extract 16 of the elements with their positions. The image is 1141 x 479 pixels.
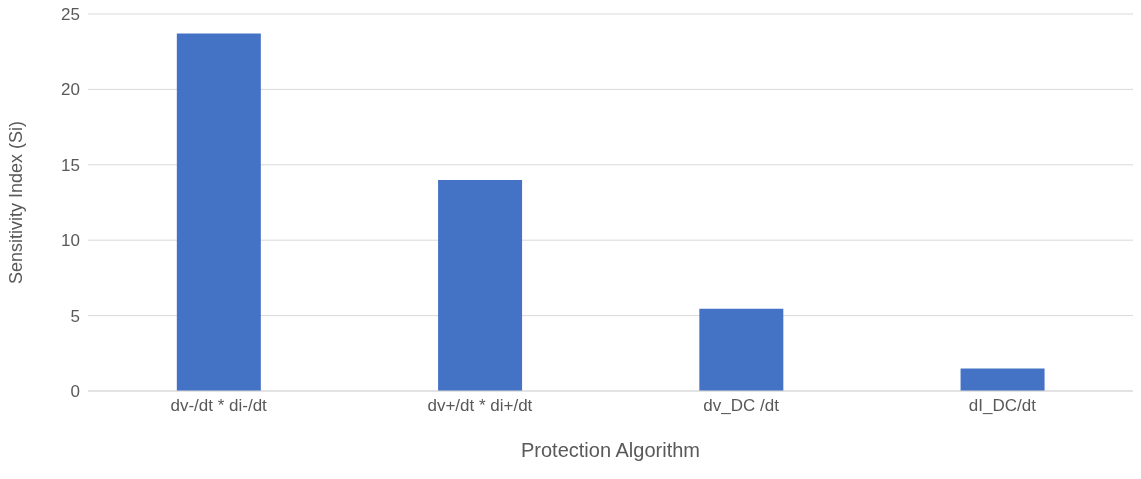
y-tick-label: 10 (61, 231, 80, 251)
y-tick-label: 0 (70, 382, 80, 402)
x-tick-label: dI_DC/dt (968, 396, 1037, 416)
x-tick-label: dv+/dt * di+/dt (427, 396, 533, 416)
y-tick-label: 15 (61, 155, 80, 175)
bar (960, 368, 1045, 391)
x-axis-title: Protection Algorithm (521, 439, 700, 461)
y-tick-label: 25 (61, 5, 80, 25)
bar (438, 179, 523, 391)
y-tick-label: 20 (61, 80, 80, 100)
x-tick-label: dv-/dt * di-/dt (170, 396, 268, 416)
bar (176, 33, 261, 391)
bar (699, 308, 784, 391)
y-axis-title: Sensitivity Index (Si) (6, 120, 27, 285)
x-tick-label: dv_DC /dt (703, 396, 780, 416)
y-tick-label: 5 (70, 306, 80, 326)
